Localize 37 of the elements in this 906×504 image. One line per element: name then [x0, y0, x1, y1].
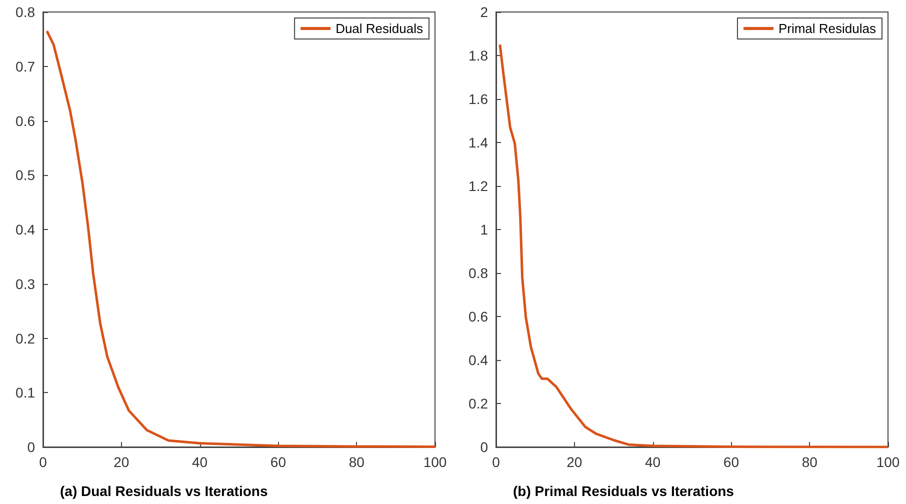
y-tick-label: 0.4 [16, 222, 36, 238]
y-tick-label: 0.1 [16, 384, 36, 401]
text: (b) Primal Residuals vs Iterations [513, 483, 734, 499]
x-tick-label: 20 [114, 454, 130, 470]
y-tick-label: 0.6 [468, 308, 488, 324]
y-tick-label: 1.6 [468, 91, 488, 107]
y-tick-label: 0 [27, 439, 36, 455]
x-tick-label: 100 [876, 454, 900, 470]
y-tick-label: 0.5 [16, 167, 36, 184]
y-tick-label: 0.4 [468, 352, 488, 368]
y-tick-label: 1.8 [468, 48, 488, 64]
y-tick-label: 0.6 [16, 112, 36, 129]
y-tick-label: 2 [480, 4, 488, 20]
x-tick-label: 100 [423, 454, 447, 470]
text: (a) Dual Residuals vs Iterations [60, 483, 268, 499]
y-tick-label: 0 [480, 439, 488, 455]
line-series [498, 43, 890, 448]
y-tick-label: 0.7 [16, 58, 36, 74]
y-tick-label: 1.4 [468, 134, 488, 150]
y-tick-label: 0.2 [468, 396, 488, 412]
x-tick-label: 60 [723, 454, 740, 470]
y-tick-label: 0.8 [16, 4, 36, 20]
y-tick-label: 1.2 [468, 178, 488, 194]
x-tick-label: 0 [492, 454, 500, 470]
x-tick-label: 40 [192, 454, 208, 470]
x-tick-label: 0 [39, 454, 48, 470]
legend-label: Dual Residuals [336, 21, 424, 36]
x-tick-label: 80 [802, 454, 818, 470]
x-tick-label: 80 [348, 454, 365, 470]
legend-label: Primal Residulas [778, 21, 876, 36]
y-tick-label: 0.2 [16, 330, 36, 346]
x-tick-label: 40 [645, 454, 661, 470]
y-tick-label: 1 [480, 222, 488, 238]
y-tick-label: 0.8 [468, 265, 488, 281]
x-tick-label: 20 [566, 454, 582, 470]
x-tick-label: 60 [270, 454, 286, 470]
y-tick-label: 0.3 [16, 276, 36, 292]
